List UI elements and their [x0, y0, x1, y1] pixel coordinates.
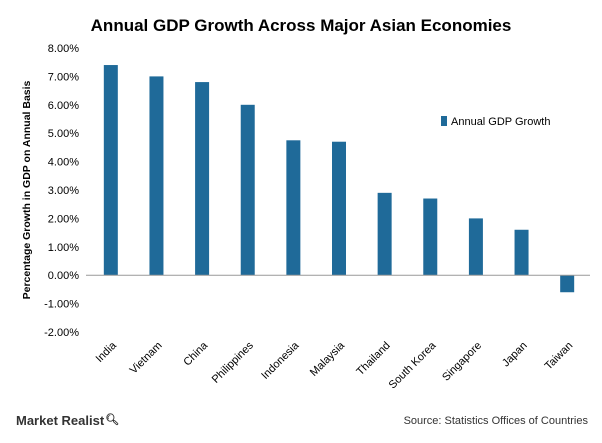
x-tick-label: Taiwan — [543, 340, 576, 373]
x-tick-label: Thailand — [354, 340, 392, 378]
y-tick-label: 0.00% — [48, 270, 79, 282]
bar-japan — [514, 229, 529, 276]
x-tick-label: India — [94, 339, 120, 365]
bar-china — [195, 82, 210, 276]
bar-singapore — [468, 218, 483, 276]
bar-india — [103, 65, 118, 276]
y-tick-label: 8.00% — [48, 43, 79, 55]
brand-name: Market Realist — [16, 413, 105, 428]
y-axis-title-group: Percentage Growth in GDP on Annual Basis — [21, 80, 33, 299]
y-tick-label: 4.00% — [48, 157, 79, 169]
y-axis-title: Percentage Growth in GDP on Annual Basis — [21, 80, 33, 299]
x-tick-label: Malaysia — [308, 339, 348, 379]
legend-label: Annual GDP Growth — [451, 116, 550, 128]
y-tick-label: 7.00% — [48, 71, 79, 83]
x-tick-label: China — [181, 339, 210, 368]
legend-swatch — [441, 116, 447, 126]
y-tick-label: -1.00% — [44, 299, 79, 311]
y-tick-labels: -2.00% -1.00% 0.00% 1.00% 2.00% 3.00% 4.00% 5.0… — [44, 43, 79, 339]
x-tick-labels: India Vietnam China Philippines Indonesia Mal… — [94, 339, 576, 391]
x-tick-label: Indonesia — [259, 339, 302, 382]
bar-malaysia — [332, 141, 346, 276]
legend: Annual GDP Growth — [441, 116, 550, 128]
x-tick-label: Singapore — [440, 340, 484, 384]
magnifier-q-icon: 🔍︎ — [105, 414, 120, 426]
bar-philippines — [240, 104, 255, 276]
bar-taiwan — [560, 275, 575, 293]
x-tick-label: Philippines — [210, 339, 256, 385]
bar-indonesia — [286, 140, 301, 276]
brand-logo: Market Realist🔍︎ — [16, 413, 119, 428]
y-tick-label: 1.00% — [48, 242, 79, 254]
y-tick-label: 5.00% — [48, 128, 79, 140]
bar-vietnam — [149, 76, 164, 276]
x-tick-label: Vietnam — [128, 340, 165, 377]
chart-title: Annual GDP Growth Across Major Asian Eco… — [90, 16, 512, 35]
y-tick-label: 2.00% — [48, 213, 79, 225]
bar-thailand — [377, 192, 392, 276]
x-tick-label: Japan — [500, 340, 530, 370]
bar-south-korea — [423, 198, 438, 276]
y-tick-label: -2.00% — [44, 327, 79, 339]
x-tick-label: South Korea — [387, 339, 439, 391]
y-tick-label: 6.00% — [48, 100, 79, 112]
bars — [103, 65, 575, 293]
y-tick-label: 3.00% — [48, 185, 79, 197]
source-note: Source: Statistics Offices of Countries — [403, 415, 588, 427]
